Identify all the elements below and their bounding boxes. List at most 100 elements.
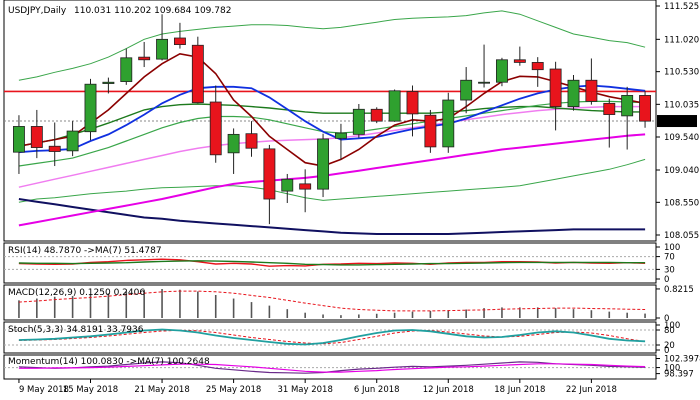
candle [191,36,204,104]
candle [245,121,258,157]
bear-candle-body [138,56,151,61]
bollinger-upper-line [18,10,646,81]
current-price-tag: 109.782 [657,115,697,128]
candle [66,121,79,157]
price-tick-label: 108.055 [664,231,699,241]
bear-candle-body [513,59,526,63]
candle [281,173,294,203]
stoch-label: Stoch(5,3,3) 34.8191 33.7936 [8,325,144,335]
candle [352,104,365,138]
candle [209,85,222,163]
price-tick-label: 110.035 [664,100,699,110]
rsi-tick-label: 70 [664,253,675,263]
bull-candle-body [120,57,133,82]
candle [621,86,634,150]
candle [317,133,330,198]
candle [442,92,455,153]
candle [424,109,437,153]
bear-candle-body [191,44,204,104]
main-pane-frame [3,0,657,242]
bull-candle-body [352,108,365,135]
macd-label: MACD(12,26,9) 0.1250 0.2406 [8,288,145,298]
date-tick-label: 31 May 2018 [277,385,332,395]
ohlc-readout: 110.031 110.202 109.684 109.782 [74,6,231,16]
ma-green-line [18,100,646,167]
candle [84,78,97,141]
bull-candle-body [495,59,508,83]
macd-tick-label: 0 [664,314,669,324]
candle [513,46,526,66]
candle [138,41,151,68]
current-price-value: 109.782 [661,118,696,128]
bear-candle-body [424,114,437,148]
candle [495,57,508,87]
date-tick-label: 25 May 2018 [206,385,261,395]
ma-pink-line [18,105,646,188]
stoch-pane-frame [3,321,657,354]
candle [263,144,276,225]
bear-candle-body [549,68,562,108]
rsi-series-line [18,260,646,266]
bear-candle-body [299,183,312,190]
rsi-tick-label: 0 [664,275,669,285]
bull-candle-body [84,83,97,133]
bear-candle-body [245,133,258,149]
date-tick-label: 22 Jun 2018 [566,385,617,395]
stoch-tick-label: 0 [664,346,669,356]
bear-candle-body [603,102,616,115]
ma-maroon-line [18,52,646,167]
rsi-tick-label: 30 [664,265,675,275]
bull-candle-body [388,90,401,122]
bollinger-lower-line [18,158,646,203]
bear-candle-body [370,108,383,122]
candle [102,77,115,94]
macd-pane: MACD(12,26,9) 0.1250 0.2406 0.8215 0 [8,285,694,324]
candle [531,57,544,87]
bull-candle-body [460,79,473,101]
bull-candle-body [281,178,294,192]
bear-candle-body [585,79,598,102]
price-axis-ticks: 111.525 111.020 110.530 110.035 109.540 109.0… [656,2,699,241]
stoch-tick-label: 100 [664,321,680,331]
price-tick-label: 111.525 [664,2,699,12]
bull-candle-body [478,81,491,84]
date-tick-label: 18 Jun 2018 [494,385,545,395]
price-pane: USDJPY,Daily 110.031 110.202 109.684 109.… [4,2,699,241]
candle [585,58,598,105]
current-price-tag-bg [657,115,697,128]
stoch-k-line [18,328,646,346]
bear-candle-body [209,101,222,156]
candle [406,85,419,137]
macd-pane-frame [3,284,657,321]
bull-candle-body [102,81,115,84]
momentum-tick-label: 100 [664,364,680,374]
candle [478,44,491,88]
bull-candle-body [334,132,347,139]
ma-blue-line [18,84,646,154]
bear-candle-body [48,145,61,152]
bear-candle-body [531,62,544,71]
momentum-tick-label: 102.3978 [664,355,700,365]
bull-candle-body [567,79,580,108]
bull-candle-body [317,138,330,190]
bear-candle-body [173,37,186,46]
price-tick-label: 109.040 [664,166,699,176]
bollinger-mid-line [18,103,646,147]
candle [567,74,580,111]
date-tick-label: 12 Jun 2018 [423,385,474,395]
candle [30,109,43,159]
candle [370,107,383,124]
price-tick-label: 111.020 [664,35,699,45]
bear-candle-body [30,126,43,148]
momentum-tick-label: 98.397 [664,370,694,380]
rsi-label: RSI(14) 48.7870 ->MA(7) 51.4787 [8,246,162,256]
bull-candle-body [621,95,634,117]
candle [388,89,401,122]
candle [120,48,133,85]
stoch-tick-label: 80 [664,326,675,336]
price-tick-label: 108.550 [664,198,699,208]
candle [156,14,169,61]
